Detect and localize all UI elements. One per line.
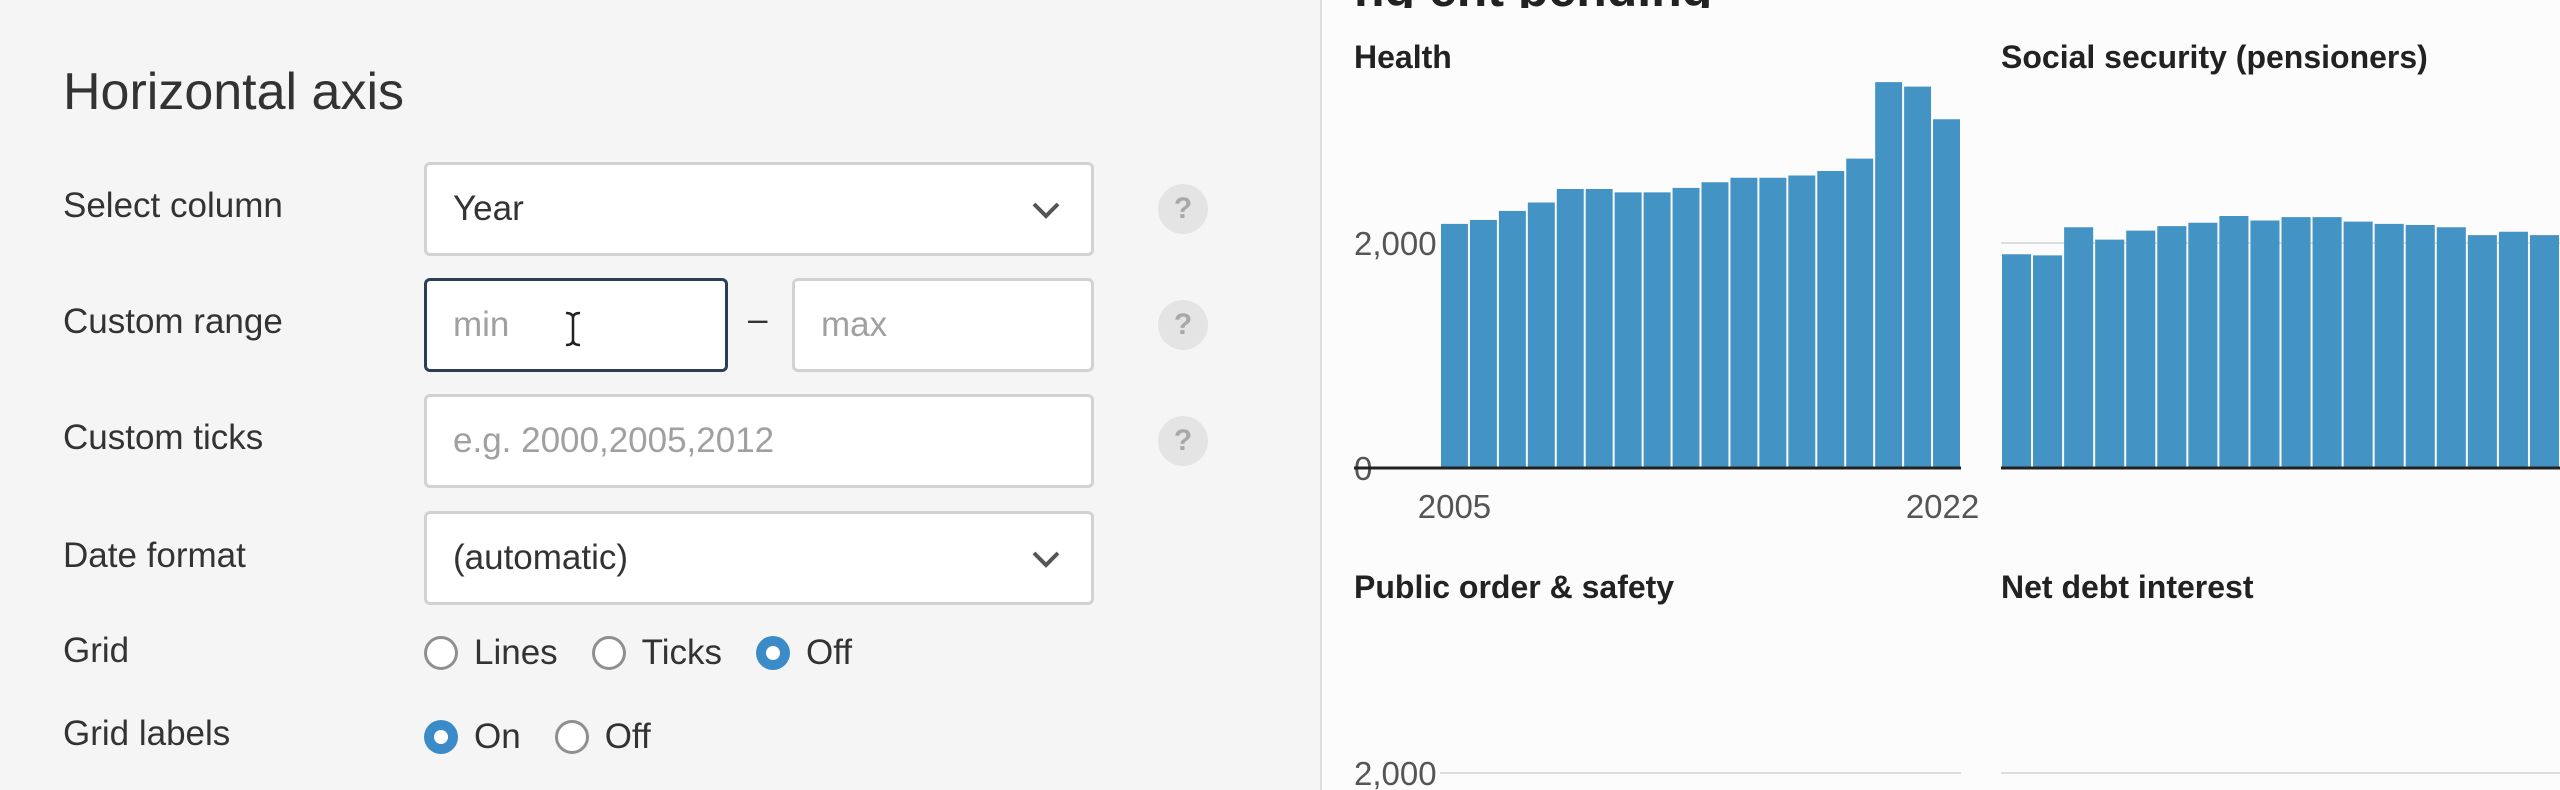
chart-header-fragment: ng ent pending (1324, 0, 2560, 8)
custom-ticks-placeholder: e.g. 2000,2005,2012 (453, 421, 775, 460)
chart-title: Health (1354, 39, 1452, 75)
radio-button[interactable] (424, 636, 458, 670)
bar (2312, 217, 2342, 468)
chart-title: Social security (pensioners) (2001, 39, 2428, 75)
help-icon[interactable]: ? (1158, 300, 1208, 350)
radio-button[interactable] (591, 636, 626, 670)
chart-title: Net debt interest (2001, 569, 2254, 605)
chevron-down-icon (1032, 202, 1060, 219)
bar (1933, 119, 1960, 468)
custom-range-label: Custom range (63, 302, 283, 341)
bar (2374, 223, 2404, 468)
y-tick-label: 2,000 (1354, 225, 1437, 262)
bar (1469, 219, 1497, 468)
grid-option-ticks[interactable]: Ticks (591, 633, 723, 673)
bar (2281, 217, 2311, 468)
bar (1875, 82, 1903, 468)
date-format-value: (automatic) (453, 538, 629, 577)
bar (1498, 210, 1526, 468)
bar (1585, 189, 1613, 468)
chart-preview: ng ent pending Health02,00020052022Socia… (1324, 0, 2560, 790)
range-max-input[interactable]: max (792, 278, 1094, 372)
grid-option-off-label: Off (806, 633, 853, 672)
custom-ticks-input[interactable]: e.g. 2000,2005,2012 (424, 394, 1094, 488)
bar (1643, 192, 1671, 468)
text-cursor-icon (565, 311, 581, 347)
grid-labels-option-on-label: On (474, 717, 521, 756)
radio-button-checked[interactable] (424, 720, 458, 754)
x-tick-label: 2005 (1418, 488, 1491, 525)
range-max-placeholder: max (821, 305, 888, 344)
help-icon[interactable]: ? (1158, 416, 1208, 466)
help-icon[interactable]: ? (1158, 184, 1208, 234)
bar (2064, 227, 2094, 468)
bar (1556, 189, 1584, 468)
grid-labels-option-on[interactable]: On (424, 717, 521, 757)
bar (1701, 182, 1729, 468)
chevron-down-icon (1032, 551, 1060, 568)
bar (2343, 221, 2373, 468)
chart-title: Public order & safety (1354, 569, 1674, 605)
y-tick-label: 2,000 (1354, 755, 1437, 790)
bar (1730, 177, 1758, 468)
bar (1672, 187, 1700, 468)
section-title: Horizontal axis (63, 63, 405, 121)
bar (1846, 158, 1874, 468)
range-min-placeholder: min (453, 305, 510, 344)
bar (2157, 226, 2187, 468)
select-column-label: Select column (63, 186, 283, 225)
grid-labels-option-off-label: Off (604, 717, 651, 756)
settings-panel: Horizontal axis Select column Year ? Cus… (63, 0, 1322, 790)
bar (1759, 177, 1787, 468)
select-column-value: Year (453, 189, 524, 228)
bar (1817, 171, 1845, 468)
date-format-label: Date format (63, 536, 246, 575)
bar (1614, 192, 1642, 468)
bar (1441, 223, 1468, 468)
bar (2219, 216, 2249, 468)
bar (2188, 222, 2218, 468)
bar (2467, 235, 2497, 468)
bar (2498, 231, 2528, 468)
range-separator: – (748, 300, 768, 339)
bar (1904, 86, 1932, 468)
bar (1527, 202, 1555, 468)
grid-labels-radio-group: On Off (424, 717, 685, 757)
bar (2033, 255, 2063, 468)
bar (2002, 254, 2032, 468)
select-column-dropdown[interactable]: Year (424, 162, 1094, 256)
grid-option-off[interactable]: Off (756, 633, 852, 673)
radio-button[interactable] (554, 720, 589, 754)
bar (2529, 235, 2559, 468)
bar (2095, 239, 2125, 468)
radio-button-checked[interactable] (756, 636, 791, 670)
bar (1788, 175, 1816, 468)
grid-radio-group: Lines Ticks Off (424, 633, 886, 673)
grid-label: Grid (63, 631, 130, 670)
grid-option-ticks-label: Ticks (641, 633, 723, 672)
grid-option-lines[interactable]: Lines (424, 633, 558, 673)
grid-labels-option-off[interactable]: Off (554, 717, 651, 757)
grid-option-lines-label: Lines (474, 633, 558, 672)
bar (2250, 220, 2280, 468)
date-format-dropdown[interactable]: (automatic) (424, 511, 1094, 605)
bar (2126, 230, 2156, 468)
x-tick-label: 2022 (1906, 488, 1979, 525)
custom-ticks-label: Custom ticks (63, 418, 264, 457)
bar (2405, 225, 2435, 468)
bar (2436, 227, 2466, 468)
range-min-input[interactable]: min (424, 278, 728, 372)
grid-labels-label: Grid labels (63, 714, 231, 753)
